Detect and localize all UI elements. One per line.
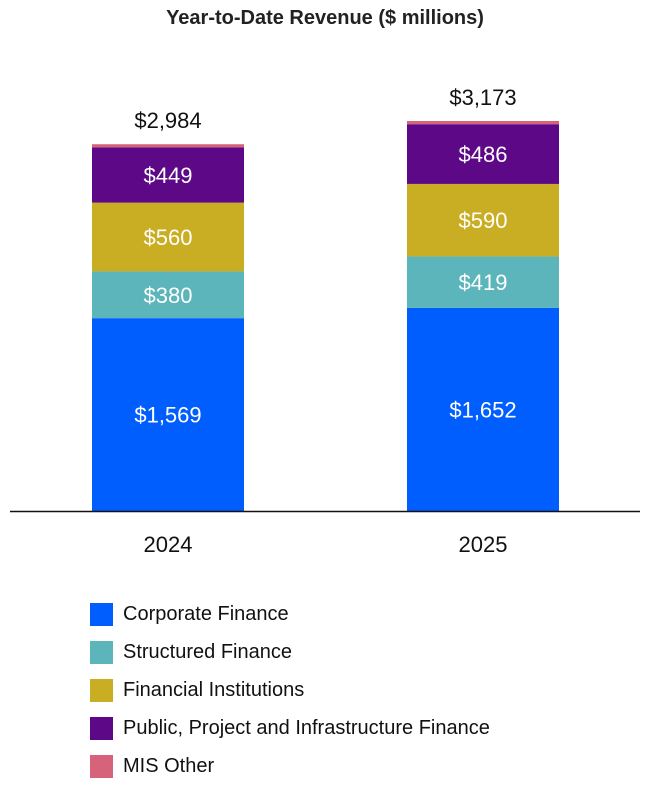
- data-label: $449: [144, 163, 193, 188]
- bar-segment: [407, 124, 559, 184]
- legend-item: Corporate Finance: [90, 595, 490, 633]
- bar-segment: [92, 144, 244, 148]
- legend-item: Structured Finance: [90, 633, 490, 671]
- bar-segment: [407, 121, 559, 125]
- bar-segment: [92, 318, 244, 511]
- data-label: $380: [144, 283, 193, 308]
- legend-swatch: [90, 716, 113, 740]
- total-label: $2,984: [134, 108, 201, 133]
- data-label: $486: [459, 142, 508, 167]
- legend-label: Structured Finance: [123, 640, 292, 663]
- legend: Corporate Finance Structured Finance Finan…: [90, 595, 490, 785]
- total-label: $3,173: [449, 85, 516, 110]
- legend-swatch: [90, 602, 113, 626]
- data-label: $1,569: [134, 403, 201, 428]
- bar-segment: [92, 147, 244, 203]
- bar-segment: [92, 271, 244, 319]
- x-tick-label: 2024: [144, 532, 193, 557]
- legend-label: MIS Other: [123, 754, 215, 777]
- chart-title: Year-to-Date Revenue ($ millions): [166, 7, 484, 29]
- bar-segment: [92, 202, 244, 272]
- legend-label: Corporate Finance: [123, 602, 289, 625]
- bar-segment: [407, 307, 559, 511]
- bar-segment: [407, 183, 559, 257]
- legend-item: Public, Project and Infrastructure Finan…: [90, 709, 490, 747]
- legend-item: MIS Other: [90, 747, 490, 785]
- legend-swatch: [90, 640, 113, 664]
- data-label: $419: [459, 270, 508, 295]
- chart: $1,569 $380 $560 $449 $2,984 2024 $1,652 $419 $5…: [10, 85, 640, 557]
- legend-swatch: [90, 678, 113, 702]
- data-label: $1,652: [449, 397, 516, 422]
- legend-label: Financial Institutions: [123, 678, 305, 701]
- data-label: $560: [144, 225, 193, 250]
- legend-item: Financial Institutions: [90, 671, 490, 709]
- legend-swatch: [90, 754, 113, 778]
- bar-segment: [407, 256, 559, 308]
- legend-label: Public, Project and Infrastructure Finan…: [123, 716, 490, 739]
- data-label: $590: [459, 208, 508, 233]
- x-tick-label: 2025: [459, 532, 508, 557]
